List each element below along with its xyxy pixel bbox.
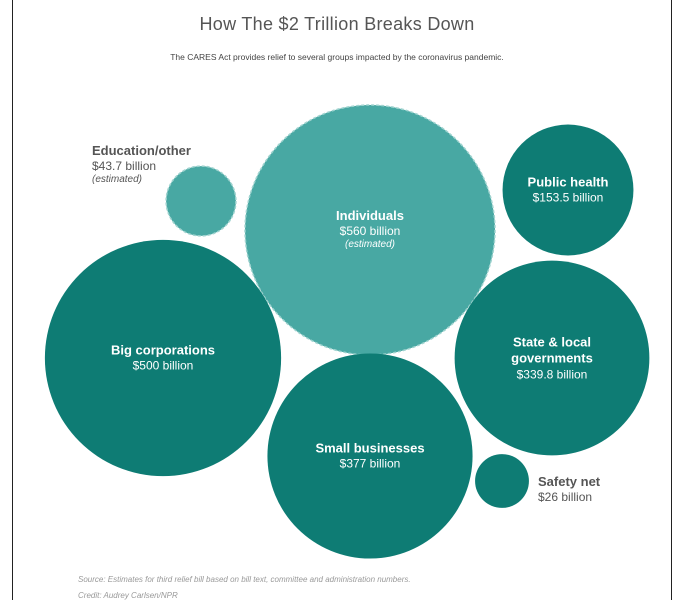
bubble-name: Individuals [336, 208, 404, 224]
bubble-value: $26 billion [538, 490, 593, 505]
chart-subtitle: The CARES Act provides relief to several… [170, 52, 504, 62]
bubble-public-health [502, 124, 634, 256]
bubble-value: $43.7 billion [92, 159, 157, 174]
bubble-label-state-local-governments: State & local governments $339.8 billion [487, 334, 617, 382]
bubble-name: Public health [527, 174, 609, 190]
bubble-name: Safety net [538, 474, 601, 489]
bubble-label-education-other: Education/other $43.7 billion (estimated) [92, 143, 191, 187]
bubble-note: (estimated) [344, 239, 395, 251]
credit-note: Credit: Audrey Carlsen/NPR [78, 591, 178, 600]
bubble-label-public-health: Public health $153.5 billion [528, 174, 609, 205]
bubble-small-businesses [267, 353, 473, 559]
bubble-education-other [165, 165, 237, 237]
bubble-value: $377 billion [339, 456, 401, 471]
bubble-name: Education/other [92, 143, 191, 158]
bubble-value: $560 billion [339, 224, 401, 239]
bubble-name: State & local governments [511, 334, 593, 366]
bubble-label-safety-net: Safety net $26 billion [538, 474, 600, 505]
bubble-safety-net [475, 454, 529, 508]
bubble-value: $500 billion [132, 358, 194, 373]
bubble-label-individuals: Individuals $560 billion (estimated) [336, 208, 404, 252]
bubble-name: Big corporations [110, 342, 216, 358]
bubble-value: $339.8 billion [516, 366, 588, 381]
bubble-note: (estimated) [92, 174, 143, 186]
bubble-big-corporations [44, 239, 282, 477]
bubble-label-small-businesses: Small businesses $377 billion [315, 440, 424, 471]
source-note: Source: Estimates for third relief bill … [78, 575, 411, 584]
chart-title: How The $2 Trillion Breaks Down [199, 14, 475, 34]
bubble-name: Small businesses [315, 440, 425, 456]
bubble-state-local-governments [454, 260, 650, 456]
bubble-label-big-corporations: Big corporations $500 billion [111, 342, 215, 373]
chart-frame [12, 0, 672, 600]
bubble-value: $153.5 billion [532, 190, 604, 205]
